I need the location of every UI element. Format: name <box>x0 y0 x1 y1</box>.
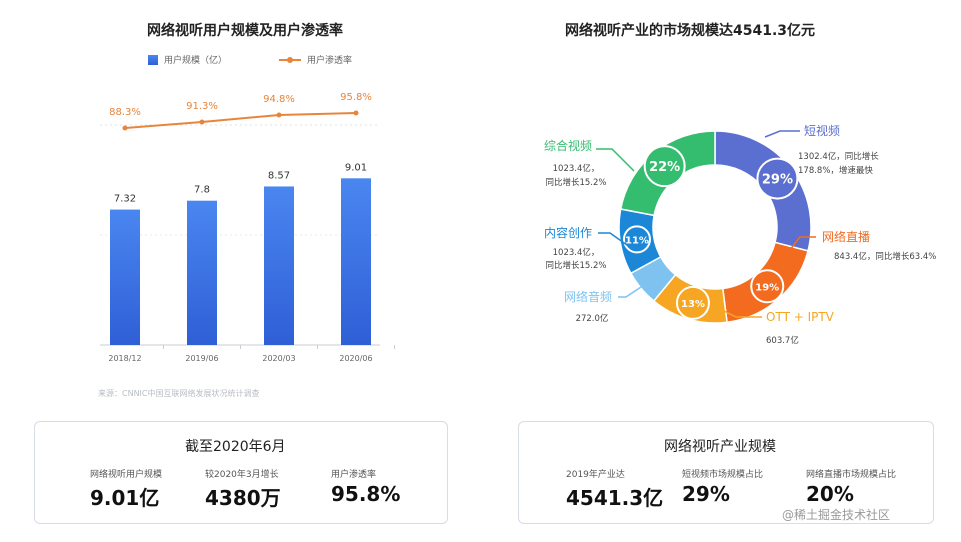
card-users-title: 截至2020年6月 <box>185 439 286 455</box>
x-tick-label: 2019/06 <box>185 354 218 363</box>
line-legend-label: 用户渗透率 <box>307 56 353 66</box>
leader-line <box>618 280 651 298</box>
line-point <box>276 112 282 118</box>
slice-percent-bubble <box>750 269 785 304</box>
slice-name-label: 网络直播 <box>822 229 870 244</box>
chart-source: 来源：CNNIC中国互联网络发展状况统计调查 <box>98 389 260 398</box>
slice-note-label: 同比增长15.2% <box>545 260 606 271</box>
slice-percent-label: 11% <box>625 235 649 246</box>
stat-value: 29% <box>682 482 730 506</box>
summary-card-users: 截至2020年6月 网络视听用户规模 9.01亿 较2020年3月增长 4380… <box>34 421 448 524</box>
slice-amount-label: 1023.4亿， <box>553 163 600 174</box>
x-tick-label: 2018/12 <box>108 354 141 363</box>
stat-label: 网络视听用户规模 <box>90 470 163 480</box>
bar-line-chart: 7.32 2018/12 7.8 2019/06 8.57 2020/03 9.01 2020… <box>100 92 395 363</box>
donut-chart: 29% 19% 13% 11% 22% 短视频 1302.4亿，同比增长 178.8%，增速最… <box>544 123 936 346</box>
penetration-line <box>124 112 357 129</box>
bar <box>341 178 371 345</box>
stat-value: 9.01亿 <box>90 486 160 510</box>
bar-value-label: 8.57 <box>268 170 290 181</box>
leader-line <box>723 310 762 318</box>
x-tick-label: 2020/06 <box>339 354 372 363</box>
stat-value: 95.8% <box>331 482 401 506</box>
bar-legend-swatch <box>148 54 158 65</box>
watermark: @稀土掘金技术社区 <box>782 508 891 522</box>
bar <box>187 200 217 345</box>
slice-percent-bubble <box>756 157 799 200</box>
slice-percent-bubble <box>622 225 651 254</box>
slice-percent-label: 22% <box>649 160 680 175</box>
summary-card-industry: 网络视听产业规模 2019年产业达 4541.3亿 短视频市场规模占比 29% … <box>518 421 934 524</box>
card-industry-title: 网络视听产业规模 <box>664 439 776 455</box>
slice-amount-label: 603.7亿 <box>766 335 799 346</box>
slice-percent-label: 13% <box>681 299 705 310</box>
slice-percent-label: 19% <box>755 282 779 293</box>
line-legend-swatch <box>279 56 302 63</box>
line-point <box>122 125 128 131</box>
bar <box>110 209 140 345</box>
stat-label: 较2020年3月增长 <box>205 470 279 480</box>
stat-label: 短视频市场规模占比 <box>682 470 764 480</box>
stat-label: 2019年产业达 <box>566 470 625 480</box>
slice-amount-label: 1302.4亿，同比增长 <box>798 151 879 162</box>
slice-percent-label: 29% <box>762 173 793 188</box>
slice-name-label: 网络音频 <box>564 289 612 304</box>
stat-label: 用户渗透率 <box>331 470 377 480</box>
slice-name-label: 综合视频 <box>544 138 592 153</box>
leader-line <box>598 232 628 246</box>
bar-value-label: 7.32 <box>114 194 136 205</box>
slice-name-label: 短视频 <box>804 123 840 138</box>
slice-note-label: 178.8%，增速最快 <box>798 165 873 176</box>
bar-legend-label: 用户规模（亿） <box>164 56 228 66</box>
slice-percent-bubble <box>675 285 710 320</box>
right-chart-title: 网络视听产业的市场规模达4541.3亿元 <box>564 23 816 39</box>
left-chart-title: 网络视听用户规模及用户渗透率 <box>147 23 343 39</box>
slice-name-label: 内容创作 <box>544 225 592 240</box>
slice-amount-label: 272.0亿 <box>576 313 609 324</box>
slice-amount-label: 1023.4亿， <box>553 247 600 258</box>
line-point <box>199 119 205 125</box>
slice-note-label: 同比增长15.2% <box>545 177 606 188</box>
bar <box>264 186 294 345</box>
line-value-label: 95.8% <box>340 92 372 103</box>
line-value-label: 91.3% <box>186 101 218 112</box>
slice-percent-bubble <box>643 145 686 188</box>
leader-line <box>785 236 816 256</box>
stat-value: 20% <box>806 482 854 506</box>
line-point <box>353 110 359 116</box>
line-value-label: 94.8% <box>263 94 295 105</box>
bar-value-label: 9.01 <box>345 162 367 173</box>
stat-value: 4380万 <box>205 486 281 510</box>
x-tick-label: 2020/03 <box>262 354 295 363</box>
slice-amount-label: 843.4亿，同比增长63.4% <box>834 251 936 262</box>
bar-value-label: 7.8 <box>194 185 210 196</box>
stat-label: 网络直播市场规模占比 <box>806 470 897 480</box>
left-chart-legend: 用户规模（亿） 用户渗透率 <box>148 53 352 66</box>
leader-line <box>596 148 635 172</box>
slice-name-label: OTT + IPTV <box>766 310 835 324</box>
line-value-label: 88.3% <box>109 107 141 118</box>
stat-value: 4541.3亿 <box>566 486 664 510</box>
leader-line <box>764 130 800 138</box>
